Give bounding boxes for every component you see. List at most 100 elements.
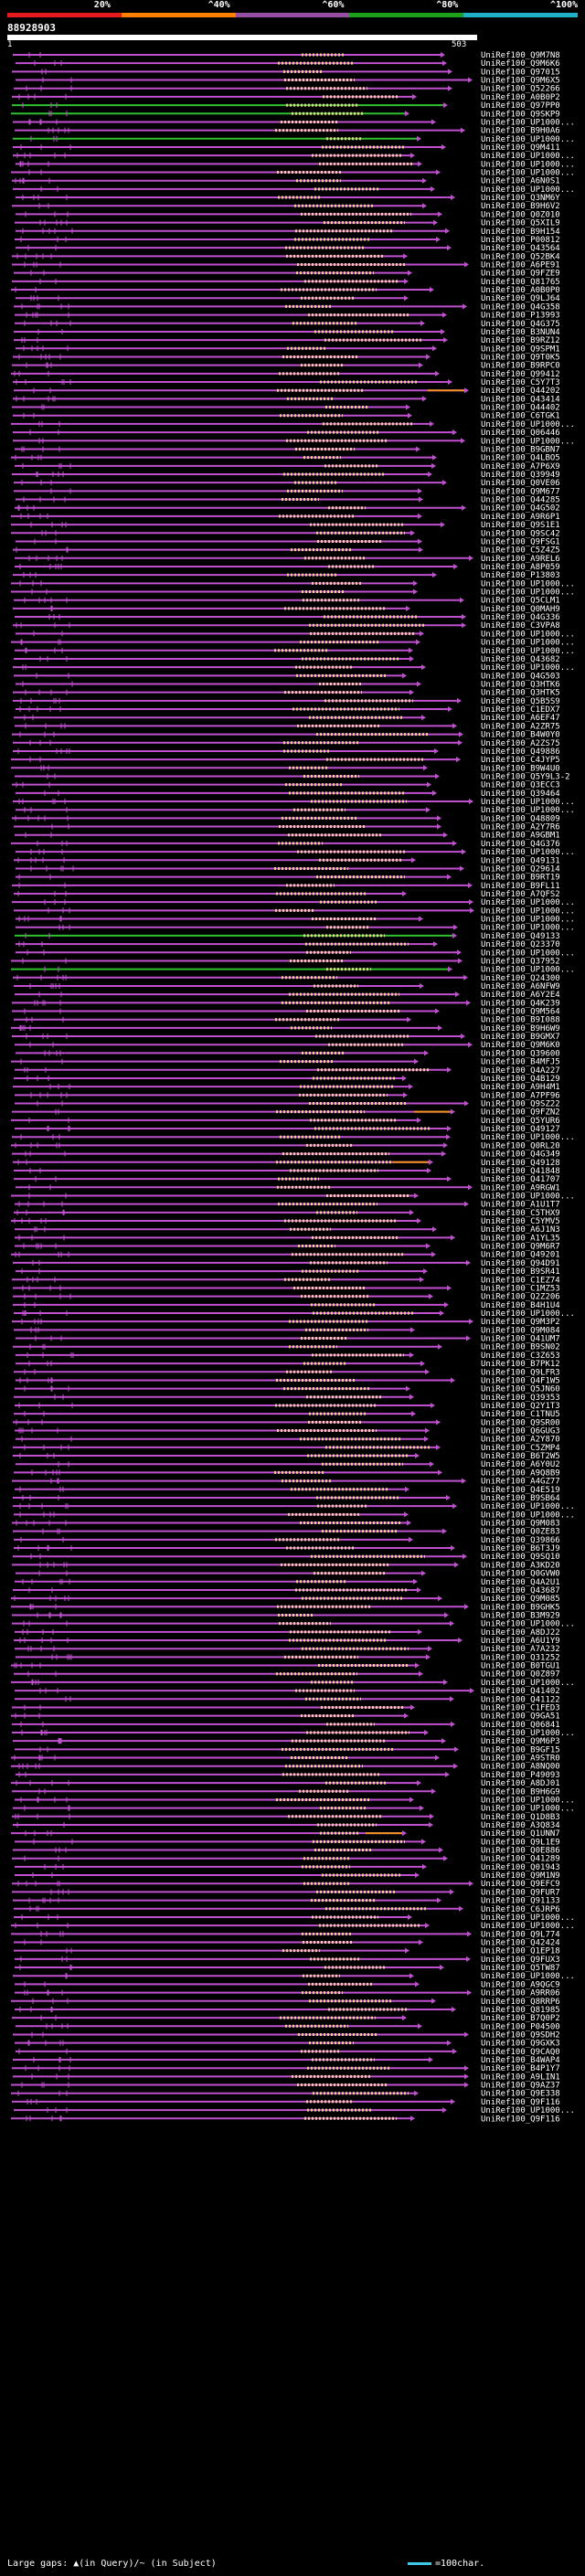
hit-row[interactable]: UniRef100_Q4G336: [15, 613, 560, 622]
hit-label[interactable]: UniRef100_Q0MAH9: [481, 605, 560, 614]
hit-label[interactable]: UniRef100_Q9FUX3: [481, 1956, 560, 1965]
hit-label[interactable]: UniRef100_B4MFJ5: [481, 1058, 560, 1067]
hit-row[interactable]: UniRef100_Q5XIL9: [15, 219, 560, 228]
hit-label[interactable]: UniRef100_Q29614: [481, 864, 560, 874]
hit-row[interactable]: UniRef100_Q44202: [14, 387, 560, 396]
hit-label[interactable]: UniRef100_Q9M411: [481, 143, 560, 153]
hit-row[interactable]: UniRef100_C1MZ53: [13, 1284, 560, 1293]
hit-label[interactable]: UniRef100_Q3HTK5: [481, 689, 560, 698]
hit-label[interactable]: UniRef100_C5YMV5: [481, 1217, 560, 1226]
hit-row[interactable]: UniRef100_Q9EFC9: [12, 1880, 560, 1889]
hit-row[interactable]: UniRef100_Q9M085: [11, 1595, 560, 1604]
hit-label[interactable]: UniRef100_Q41122: [481, 1695, 560, 1704]
hit-label[interactable]: UniRef100_UP1000...: [481, 1913, 575, 1923]
hit-row[interactable]: UniRef100_UP1000...: [15, 647, 575, 656]
hit-label[interactable]: UniRef100_Q5Y9L3-2: [481, 772, 570, 781]
hit-label[interactable]: UniRef100_Q9M6R7: [481, 1243, 560, 1252]
hit-label[interactable]: UniRef100_B9RPC0: [481, 362, 560, 371]
hit-label[interactable]: UniRef100_Q9LFR3: [481, 1368, 560, 1377]
hit-label[interactable]: UniRef100_Q9FUR7: [481, 1888, 560, 1897]
hit-label[interactable]: UniRef100_UP1000...: [481, 1620, 575, 1629]
hit-label[interactable]: UniRef100_A9GBM1: [481, 832, 560, 841]
hit-row[interactable]: UniRef100_Q9M084: [14, 1326, 560, 1335]
hit-row[interactable]: UniRef100_Q9SR00: [13, 1418, 560, 1427]
hit-row[interactable]: UniRef100_UP1000...: [11, 966, 575, 975]
hit-label[interactable]: UniRef100_A3KD20: [481, 1561, 560, 1570]
hit-label[interactable]: UniRef100_B9H6V2: [481, 202, 560, 211]
hit-row[interactable]: UniRef100_A6Y2E4: [15, 991, 560, 1000]
hit-row[interactable]: UniRef100_UP1000...: [13, 1502, 575, 1511]
hit-label[interactable]: UniRef100_UP1000...: [481, 2106, 575, 2115]
hit-label[interactable]: UniRef100_C1EDX7: [481, 705, 560, 715]
hit-row[interactable]: UniRef100_Q91133: [13, 1897, 560, 1906]
hit-row[interactable]: UniRef100_Q9L774: [11, 1930, 560, 1939]
hit-label[interactable]: UniRef100_Q9L1E9: [481, 1838, 560, 1847]
hit-label[interactable]: UniRef100_A6J1N3: [481, 1225, 560, 1235]
hit-label[interactable]: UniRef100_UP1000...: [481, 160, 575, 169]
hit-row[interactable]: UniRef100_UP1000...: [12, 898, 575, 907]
hit-row[interactable]: UniRef100_Q2Y1T3: [15, 1402, 560, 1411]
hit-row[interactable]: UniRef100_A7QFS2: [14, 890, 560, 899]
hit-label[interactable]: UniRef100_A7QFS2: [481, 890, 560, 899]
hit-label[interactable]: UniRef100_Q9SR00: [481, 1418, 560, 1427]
hit-row[interactable]: UniRef100_B9H6W9: [11, 1024, 560, 1034]
hit-row[interactable]: UniRef100_Q5CLM1: [14, 597, 560, 606]
hit-label[interactable]: UniRef100_Q99412: [481, 370, 560, 379]
hit-row[interactable]: UniRef100_Q2Z206: [13, 1293, 560, 1302]
hit-row[interactable]: UniRef100_Q52266: [14, 85, 560, 94]
hit-row[interactable]: UniRef100_UP1000...: [11, 1679, 575, 1688]
hit-row[interactable]: UniRef100_Q24300: [13, 974, 560, 983]
hit-label[interactable]: UniRef100_C6JRP6: [481, 1905, 560, 1914]
hit-label[interactable]: UniRef100_B9GMX7: [481, 1033, 560, 1042]
hit-label[interactable]: UniRef100_Q9FZN2: [481, 1108, 560, 1118]
hit-row[interactable]: UniRef100_Q9M083: [12, 1520, 560, 1529]
hit-row[interactable]: UniRef100_Q43564: [16, 244, 560, 253]
hit-label[interactable]: UniRef100_Q5B5S9: [481, 697, 560, 706]
hit-row[interactable]: UniRef100_Q5JN60: [15, 1385, 560, 1394]
hit-label[interactable]: UniRef100_B9H0A6: [481, 127, 560, 136]
hit-row[interactable]: UniRef100_Q9M1N9: [15, 1871, 560, 1881]
hit-label[interactable]: UniRef100_Q4G376: [481, 840, 560, 849]
hit-row[interactable]: UniRef100_Q3ECC3: [12, 781, 560, 790]
hit-row[interactable]: UniRef100_Q81985: [15, 2006, 560, 2015]
hit-row[interactable]: UniRef100_B9SR41: [16, 1267, 560, 1277]
hit-row[interactable]: UniRef100_UP1000...: [14, 906, 575, 916]
hit-label[interactable]: UniRef100_Q43687: [481, 1586, 560, 1595]
hit-label[interactable]: UniRef100_B9GHK5: [481, 1603, 560, 1612]
hit-row[interactable]: UniRef100_B9GBN7: [15, 445, 560, 454]
hit-label[interactable]: UniRef100_UP1000...: [481, 916, 575, 925]
hit-label[interactable]: UniRef100_A2Y870: [481, 1436, 560, 1445]
hit-row[interactable]: UniRef100_Q0MAH9: [13, 605, 560, 614]
hit-row[interactable]: UniRef100_C3VPA8: [13, 621, 560, 631]
hit-row[interactable]: UniRef100_A9H4M1: [13, 1083, 560, 1092]
hit-label[interactable]: UniRef100_Q9M6K6: [481, 59, 560, 69]
hit-label[interactable]: UniRef100_Q9L774: [481, 1930, 560, 1939]
hit-label[interactable]: UniRef100_A9H4M1: [481, 1083, 560, 1092]
hit-row[interactable]: UniRef100_Q29614: [16, 864, 560, 874]
hit-label[interactable]: UniRef100_C5Z4Z5: [481, 546, 560, 556]
hit-label[interactable]: UniRef100_Q4B129: [481, 1075, 560, 1084]
hit-label[interactable]: UniRef100_A8DJ01: [481, 1779, 560, 1788]
hit-label[interactable]: UniRef100_UP1000...: [481, 1511, 575, 1520]
hit-row[interactable]: UniRef100_C1EZ74: [12, 1276, 560, 1285]
hit-row[interactable]: UniRef100_Q9S1E1: [11, 521, 560, 530]
hit-row[interactable]: UniRef100_A7PF96: [15, 1091, 560, 1100]
hit-row[interactable]: UniRef100_UP1000...: [13, 118, 575, 127]
hit-row[interactable]: UniRef100_Q94D91: [13, 1259, 560, 1268]
hit-label[interactable]: UniRef100_Q52BK4: [481, 252, 560, 261]
hit-row[interactable]: UniRef100_Q97PP0: [12, 101, 560, 111]
hit-row[interactable]: UniRef100_A9QGC9: [15, 1980, 560, 1989]
hit-label[interactable]: UniRef100_Q9EFC9: [481, 1880, 560, 1889]
hit-label[interactable]: UniRef100_B9I088: [481, 1016, 560, 1025]
hit-label[interactable]: UniRef100_Q9M085: [481, 1595, 560, 1604]
hit-row[interactable]: UniRef100_C5ZMP4: [13, 1444, 560, 1453]
hit-label[interactable]: UniRef100_UP1000...: [481, 1922, 575, 1931]
hit-row[interactable]: UniRef100_Q9AZ37: [11, 2082, 560, 2091]
hit-label[interactable]: UniRef100_A2ZR75: [481, 722, 560, 731]
hit-row[interactable]: UniRef100_Q06841: [12, 1721, 560, 1730]
hit-row[interactable]: UniRef100_Q3HTK6: [16, 681, 560, 690]
hit-label[interactable]: UniRef100_UP1000...: [481, 118, 575, 127]
hit-row[interactable]: UniRef100_Q41848: [14, 1167, 560, 1176]
hit-label[interactable]: UniRef100_A8DJ22: [481, 1628, 560, 1638]
hit-row[interactable]: UniRef100_B9RPC0: [12, 362, 560, 371]
